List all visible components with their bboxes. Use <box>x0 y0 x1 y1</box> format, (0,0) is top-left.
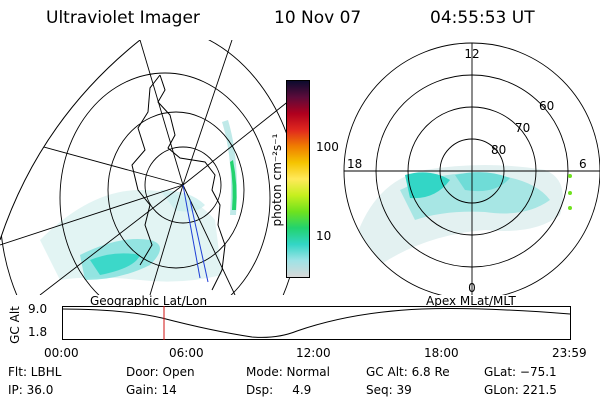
aurora-spot <box>568 174 572 178</box>
time-tick-1200: 12:00 <box>296 346 331 360</box>
observation-date: 10 Nov 07 <box>274 8 362 28</box>
magnetic-map-label: Apex MLat/MLT <box>426 294 516 308</box>
dsp-info: Dsp: 4.9 <box>246 383 312 397</box>
mlt-label-0: 0 <box>468 281 476 295</box>
time-tick-2359: 23:59 <box>552 346 587 360</box>
gain-info: Gain: 14 <box>126 383 177 397</box>
mlat-label-70: 70 <box>515 121 530 135</box>
aurora-spot <box>568 191 572 195</box>
mlat-label-80: 80 <box>491 143 506 157</box>
glon-info: GLon: 221.5 <box>484 383 557 397</box>
terminator-line <box>182 184 201 279</box>
ip-info: IP: 36.0 <box>8 383 54 397</box>
aurora-spot <box>568 206 572 210</box>
mode-info: Mode: Normal <box>246 365 330 379</box>
observation-time: 04:55:53 UT <box>430 8 535 28</box>
latlon-grid <box>0 40 290 295</box>
colorbar-tick-100: 100 <box>316 140 339 154</box>
seq-info: Seq: 39 <box>366 383 412 397</box>
colorbar-gradient <box>287 81 309 277</box>
mlat-grid <box>343 42 600 295</box>
colorbar <box>286 80 310 278</box>
mlt-label-12: 12 <box>464 47 479 61</box>
mlt-label-18: 18 <box>347 157 362 171</box>
door-info: Door: Open <box>126 365 195 379</box>
altitude-tick-9: 9.0 <box>28 302 48 316</box>
geographic-map <box>0 40 290 295</box>
colorbar-unit-label: photon cm⁻²s⁻¹ <box>270 133 284 227</box>
instrument-title: Ultraviolet Imager <box>46 8 200 28</box>
time-tick-0000: 00:00 <box>44 346 79 360</box>
magnetic-polar-plot: 12 18 6 0 60 70 80 <box>343 42 600 295</box>
time-tick-1800: 18:00 <box>424 346 459 360</box>
altitude-axis-label: GC Alt <box>8 306 22 344</box>
colorbar-tick-10: 10 <box>316 229 332 243</box>
glat-info: GLat: −75.1 <box>484 365 557 379</box>
aurora-emission-left <box>40 120 237 282</box>
mlat-label-60: 60 <box>539 99 554 113</box>
filter-info: Flt: LBHL <box>8 365 62 379</box>
geographic-map-label: Geographic Lat/Lon <box>90 294 208 308</box>
aurora-emission-right <box>355 165 563 265</box>
terminator-line <box>189 199 209 283</box>
altitude-curve <box>62 308 571 338</box>
gc-alt-info: GC Alt: 6.8 Re <box>366 365 450 379</box>
antarctica-coastline <box>131 74 226 291</box>
altitude-plot <box>62 306 571 340</box>
altitude-tick-1-8: 1.8 <box>28 325 48 339</box>
time-tick-0600: 06:00 <box>169 346 204 360</box>
earth-limb <box>0 40 141 241</box>
mlt-label-6: 6 <box>579 157 587 171</box>
